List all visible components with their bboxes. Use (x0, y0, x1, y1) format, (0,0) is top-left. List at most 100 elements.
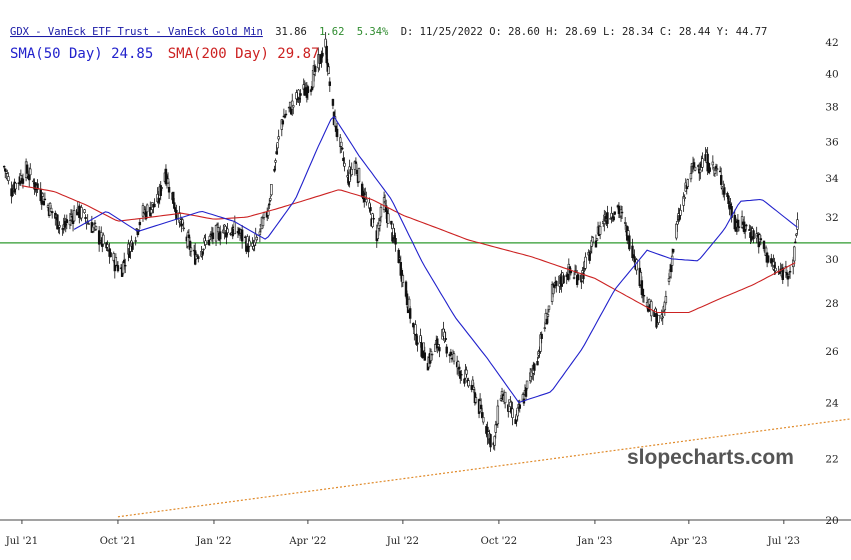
candle-body (114, 257, 118, 266)
candle-body (72, 210, 76, 222)
candle-body (233, 221, 237, 235)
candle-body (713, 169, 717, 174)
candle-body (438, 347, 441, 352)
candle-body (299, 93, 302, 96)
y-tick-label: 42 (825, 37, 838, 49)
candle-body (11, 191, 14, 196)
candle-body (572, 277, 576, 279)
candle-body (728, 204, 731, 210)
candle-body (138, 221, 142, 226)
x-tick-label: Jan '23 (576, 536, 612, 547)
candle-body (470, 384, 473, 390)
candle-body (524, 387, 528, 397)
candle-body (153, 203, 156, 208)
candle-body (297, 89, 300, 98)
candle-body (450, 357, 454, 360)
candle-body (701, 158, 704, 168)
candle-body (788, 271, 792, 273)
candle-body (429, 350, 433, 361)
candle-body (281, 120, 285, 125)
candle-body (762, 240, 766, 249)
candle-body (187, 234, 191, 238)
candle-body (642, 294, 646, 297)
candle-body (437, 344, 440, 347)
candle-body (663, 301, 667, 311)
candle-body (398, 257, 401, 260)
candle-body (547, 305, 551, 310)
candle-body (543, 327, 547, 329)
candle-body (657, 314, 660, 324)
candle-body (758, 234, 762, 243)
candle-body (383, 201, 387, 204)
candle-body (298, 98, 301, 100)
candle-body (258, 231, 262, 236)
candle-body (342, 157, 345, 162)
candle-body (778, 271, 781, 274)
candle-body (348, 166, 351, 182)
candle-body (471, 379, 474, 386)
candle-body (503, 391, 507, 404)
candle-body (495, 424, 499, 426)
candle-body (36, 183, 39, 190)
candle-body (80, 207, 83, 219)
watermark: slopecharts.com (627, 446, 794, 469)
candle-body (189, 247, 193, 252)
candle-body (711, 161, 715, 166)
candle-body (61, 228, 64, 230)
candle-body (416, 342, 419, 345)
candle-body (87, 223, 90, 225)
x-tick-label: Oct '22 (481, 536, 517, 547)
candle-body (21, 178, 25, 184)
candle-body (795, 233, 798, 236)
candle-body (240, 229, 244, 242)
candle-body (2, 165, 6, 168)
candle-body (369, 207, 372, 212)
candle-body (465, 369, 468, 375)
candle-body (493, 436, 496, 446)
candle-body (744, 229, 747, 232)
candle-body (214, 225, 218, 242)
candle-body (414, 324, 417, 335)
candle-body (181, 219, 184, 225)
candle-body (670, 255, 674, 266)
candle-body (124, 264, 127, 267)
y-tick-label: 28 (825, 298, 838, 310)
symbol-link[interactable]: GDX - VanEck ETF Trust - VanEck Gold Min (10, 26, 263, 38)
candle-body (275, 151, 278, 155)
candle-body (787, 273, 791, 277)
candle-body (58, 225, 61, 228)
candle-body (518, 404, 521, 409)
candle-body (546, 314, 550, 317)
candle-body (197, 256, 200, 259)
candle-body (736, 219, 740, 228)
candle-body (56, 214, 59, 230)
candle-body (467, 380, 470, 387)
candle-body (274, 160, 277, 163)
candle-body (25, 164, 29, 174)
candle-body (268, 203, 271, 206)
candle-body (346, 175, 349, 178)
candle-body (460, 374, 463, 376)
candle-body (419, 335, 422, 343)
candle-body (331, 98, 335, 106)
candle-body (631, 245, 634, 259)
candle-body (686, 179, 689, 187)
candle-body (620, 211, 624, 214)
trend-layer (0, 242, 851, 518)
candle-body (589, 251, 592, 253)
y-tick-label: 34 (825, 173, 839, 185)
candle-body (463, 378, 466, 384)
y-tick-label: 24 (825, 398, 839, 410)
candle-body (313, 66, 317, 72)
candle-body (538, 352, 541, 354)
candle-body (172, 191, 175, 204)
candle-body (394, 238, 397, 245)
candle-body (123, 259, 126, 264)
candle-body (584, 256, 587, 269)
ohlc-readout: D: 11/25/2022 O: 28.60 H: 28.69 L: 28.34… (401, 26, 768, 38)
candle-body (49, 207, 53, 212)
candle-body (794, 241, 797, 244)
candle-body (219, 231, 222, 240)
candle-body (343, 162, 346, 167)
candle-body (287, 106, 291, 109)
